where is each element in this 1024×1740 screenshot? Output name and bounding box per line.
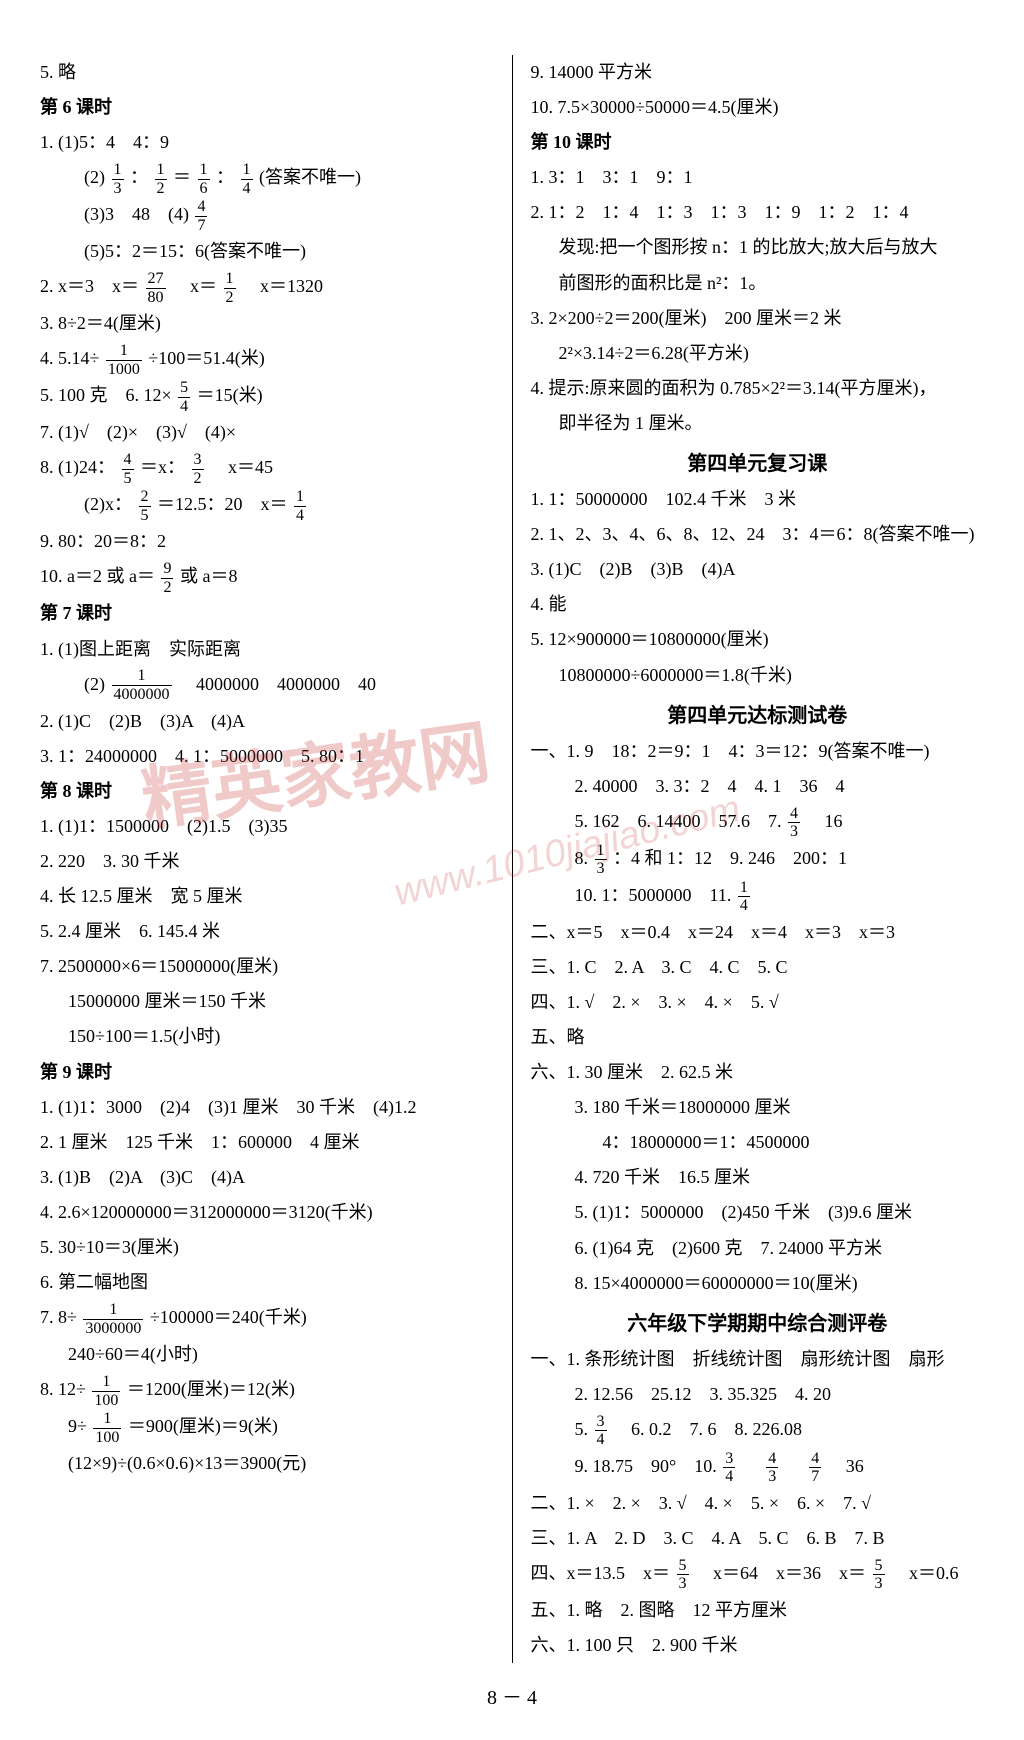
- text-line: 1. 3：1 3：1 9：1: [531, 160, 985, 195]
- section-title: 第四单元达标测试卷: [531, 699, 985, 728]
- text-line: 7. 2500000×6＝15000000(厘米): [40, 949, 494, 984]
- left-column: 5. 略 第 6 课时 1. (1)5：4 4：9 (2) 13 ： 12 ＝ …: [40, 55, 512, 1663]
- page-footer: 8 － 4: [40, 1681, 984, 1710]
- text-line: 9. 14000 平方米: [531, 55, 985, 90]
- text-line: 10. 7.5×30000÷50000＝4.5(厘米): [531, 90, 985, 125]
- text-line: 9. 18.75 90° 10. 34 43 47 36: [531, 1449, 985, 1486]
- text-line: 六、1. 100 只 2. 900 千米: [531, 1628, 985, 1663]
- text-line: 6. (1)64 克 (2)600 克 7. 24000 平方米: [531, 1231, 985, 1266]
- text-line: 150÷100＝1.5(小时): [40, 1019, 494, 1054]
- text-line: (2) 13 ： 12 ＝ 16 ： 14 (答案不唯一): [40, 160, 494, 197]
- text-line: (3)3 48 (4) 47: [40, 197, 494, 234]
- lesson-heading: 第 9 课时: [40, 1055, 494, 1090]
- text-line: 5. (1)1：5000000 (2)450 千米 (3)9.6 厘米: [531, 1195, 985, 1230]
- right-column: 9. 14000 平方米 10. 7.5×30000÷50000＝4.5(厘米)…: [512, 55, 985, 1663]
- text-line: 3. 8÷2＝4(厘米): [40, 306, 494, 341]
- text-line: 3. 1：24000000 4. 1：5000000 5. 80：1: [40, 739, 494, 774]
- text-line: (12×9)÷(0.6×0.6)×13＝3900(元): [40, 1446, 494, 1481]
- text-line: 2. 40000 3. 3：2 4 4. 1 36 4: [531, 769, 985, 804]
- text-line: 5. 162 6. 14400 57.6 7. 43 16: [531, 804, 985, 841]
- text-line: 6. 第二幅地图: [40, 1265, 494, 1300]
- text-line: 4. 720 千米 16.5 厘米: [531, 1160, 985, 1195]
- text-line: 2. 1 厘米 125 千米 1：600000 4 厘米: [40, 1125, 494, 1160]
- text-line: 3. 180 千米＝18000000 厘米: [531, 1090, 985, 1125]
- text-line: 二、x＝5 x＝0.4 x＝24 x＝4 x＝3 x＝3: [531, 915, 985, 950]
- text-line: 2. (1)C (2)B (3)A (4)A: [40, 704, 494, 739]
- text-line: 10. 1：5000000 11. 14: [531, 878, 985, 915]
- text-line: 4. 提示:原来圆的面积为 0.785×2²＝3.14(平方厘米)，: [531, 371, 985, 406]
- text-line: 即半径为 1 厘米。: [531, 406, 985, 441]
- text-line: 10800000÷6000000＝1.8(千米): [531, 658, 985, 693]
- lesson-heading: 第 7 课时: [40, 596, 494, 631]
- text-line: 前图形的面积比是 n²：1。: [531, 266, 985, 301]
- text-line: 5. 34 6. 0.2 7. 6 8. 226.08: [531, 1412, 985, 1449]
- text-line: 2. 1、2、3、4、6、8、12、24 3：4＝6：8(答案不唯一): [531, 517, 985, 552]
- text-line: 2. 220 3. 30 千米: [40, 844, 494, 879]
- text-line: 4. 能: [531, 587, 985, 622]
- text-line: 1. (1)5：4 4：9: [40, 125, 494, 160]
- text-line: 1. 1：50000000 102.4 千米 3 米: [531, 482, 985, 517]
- two-column-layout: 5. 略 第 6 课时 1. (1)5：4 4：9 (2) 13 ： 12 ＝ …: [40, 55, 984, 1663]
- text-line: 15000000 厘米＝150 千米: [40, 984, 494, 1019]
- text-line: 发现:把一个图形按 n：1 的比放大;放大后与放大: [531, 230, 985, 265]
- lesson-heading: 第 6 课时: [40, 90, 494, 125]
- text-line: 四、x＝13.5 x＝ 53 x＝64 x＝36 x＝ 53 x＝0.6: [531, 1556, 985, 1593]
- text-line: (5)5：2＝15：6(答案不唯一): [40, 234, 494, 269]
- text-line: 4. 长 12.5 厘米 宽 5 厘米: [40, 879, 494, 914]
- section-title: 六年级下学期期中综合测评卷: [531, 1307, 985, 1336]
- text-line: 三、1. A 2. D 3. C 4. A 5. C 6. B 7. B: [531, 1521, 985, 1556]
- text-line: 五、略: [531, 1020, 985, 1055]
- text-line: 2. 12.56 25.12 3. 35.325 4. 20: [531, 1377, 985, 1412]
- text-line: 3. 2×200÷2＝200(厘米) 200 厘米＝2 米: [531, 301, 985, 336]
- section-title: 第四单元复习课: [531, 447, 985, 476]
- text-line: 5. 100 克 6. 12× 54 ＝15(米): [40, 378, 494, 415]
- text-line: 240÷60＝4(小时): [40, 1337, 494, 1372]
- text-line: 一、1. 9 18：2＝9：1 4：3＝12：9(答案不唯一): [531, 734, 985, 769]
- text-line: 8. (1)24： 45 ＝x： 32 x＝45: [40, 450, 494, 487]
- text-line: 1. (1)1：3000 (2)4 (3)1 厘米 30 千米 (4)1.2: [40, 1090, 494, 1125]
- text-line: 3. (1)C (2)B (3)B (4)A: [531, 552, 985, 587]
- lesson-heading: 第 8 课时: [40, 774, 494, 809]
- text-line: 一、1. 条形统计图 折线统计图 扇形统计图 扇形: [531, 1342, 985, 1377]
- text-line: 四、1. √ 2. × 3. × 4. × 5. √: [531, 985, 985, 1020]
- text-line: 5. 30÷10＝3(厘米): [40, 1230, 494, 1265]
- text-line: 9. 80：20＝8：2: [40, 524, 494, 559]
- text-line: 2. x＝3 x＝ 2780 x＝ 12 x＝1320: [40, 269, 494, 306]
- text-line: 8. 15×4000000＝60000000＝10(厘米): [531, 1266, 985, 1301]
- text-line: 2²×3.14÷2＝6.28(平方米): [531, 336, 985, 371]
- text-line: 7. (1)√ (2)× (3)√ (4)×: [40, 415, 494, 450]
- text-line: 5. 12×900000＝10800000(厘米): [531, 622, 985, 657]
- text-line: 4. 2.6×120000000＝312000000＝3120(千米): [40, 1195, 494, 1230]
- text-line: 3. (1)B (2)A (3)C (4)A: [40, 1160, 494, 1195]
- text-line: 五、1. 略 2. 图略 12 平方厘米: [531, 1593, 985, 1628]
- text-line: 8. 13 ：4 和 1：12 9. 246 200：1: [531, 841, 985, 878]
- text-line: 8. 12÷ 1100 ＝1200(厘米)＝12(米): [40, 1372, 494, 1409]
- text-line: 1. (1)图上距离 实际距离: [40, 632, 494, 667]
- text-line: 4. 5.14÷ 11000 ÷100＝51.4(米): [40, 341, 494, 378]
- lesson-heading: 第 10 课时: [531, 125, 985, 160]
- text-line: 7. 8÷ 13000000 ÷100000＝240(千米): [40, 1300, 494, 1337]
- text-line: 5. 略: [40, 55, 494, 90]
- text-line: 二、1. × 2. × 3. √ 4. × 5. × 6. × 7. √: [531, 1486, 985, 1521]
- text-line: 10. a＝2 或 a＝ 92 或 a＝8: [40, 559, 494, 596]
- text-line: (2) 14000000 4000000 4000000 40: [40, 667, 494, 704]
- text-line: 9÷ 1100 ＝900(厘米)＝9(米): [40, 1409, 494, 1446]
- text-line: (2)x： 25 ＝12.5：20 x＝ 14: [40, 487, 494, 524]
- text-line: 三、1. C 2. A 3. C 4. C 5. C: [531, 950, 985, 985]
- text-line: 2. 1：2 1：4 1：3 1：3 1：9 1：2 1：4: [531, 195, 985, 230]
- text-line: 六、1. 30 厘米 2. 62.5 米: [531, 1055, 985, 1090]
- text-line: 1. (1)1：1500000 (2)1.5 (3)35: [40, 809, 494, 844]
- text-line: 4：18000000＝1：4500000: [531, 1125, 985, 1160]
- text-line: 5. 2.4 厘米 6. 145.4 米: [40, 914, 494, 949]
